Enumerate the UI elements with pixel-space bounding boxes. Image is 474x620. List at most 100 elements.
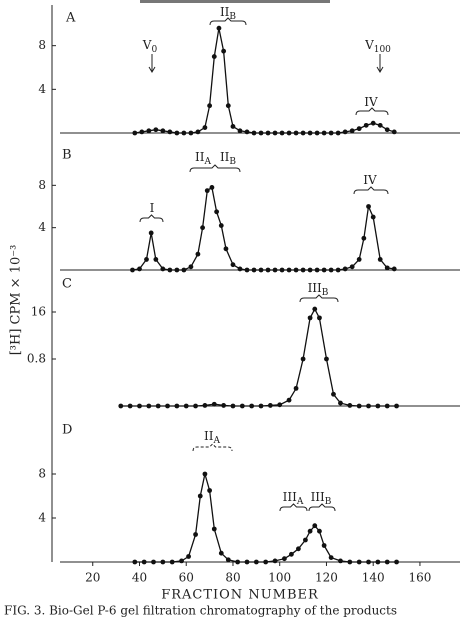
data-point [197, 493, 203, 499]
bracket [189, 164, 241, 173]
data-point [324, 356, 329, 362]
x-axis-label: FRACTION NUMBER [161, 588, 319, 603]
data-point [300, 267, 306, 273]
annotation-text: II [204, 429, 214, 443]
data-point [307, 130, 313, 136]
data-point [265, 267, 271, 273]
data-point [321, 130, 327, 136]
data-point [366, 559, 371, 565]
annotation-sub: 100 [374, 45, 391, 55]
data-point [237, 266, 243, 272]
data-point [366, 204, 371, 209]
data-line [134, 28, 395, 134]
data-point [307, 315, 313, 321]
data-point [293, 267, 299, 273]
data-line [134, 473, 397, 563]
data-point [174, 403, 180, 409]
data-point [335, 130, 341, 136]
data-point [377, 122, 383, 128]
data-point [244, 129, 250, 135]
data-point [179, 558, 184, 564]
data-point [281, 556, 287, 562]
panel-label: B [62, 148, 72, 163]
data-point [296, 546, 301, 552]
data-point [338, 400, 343, 406]
data-point [132, 559, 138, 565]
data-point [375, 403, 381, 409]
annotation: V0 [142, 38, 158, 55]
data-point [279, 267, 285, 273]
data-point [328, 267, 334, 273]
data-point [137, 266, 142, 272]
bracket [308, 503, 336, 512]
data-point [384, 559, 390, 565]
annotation-sub: B [325, 497, 332, 507]
annotation: IV [364, 95, 378, 109]
data-point [193, 403, 198, 409]
annotation: IIB [220, 5, 236, 22]
bracket [139, 214, 164, 223]
data-point [174, 130, 180, 136]
data-point [221, 48, 227, 54]
data-point [342, 266, 348, 272]
data-point [216, 25, 222, 31]
data-point [195, 129, 201, 135]
y-tick-label: 4 [38, 82, 46, 96]
data-point [200, 225, 205, 231]
data-point [356, 403, 362, 409]
data-point [209, 185, 215, 190]
data-point [202, 125, 208, 130]
data-point [253, 559, 259, 565]
data-point [188, 264, 194, 270]
data-point [272, 267, 278, 273]
caption: FIG. 3. Bio-Gel P-6 gel filtration chrom… [4, 604, 397, 618]
y-tick-label: 4 [38, 511, 46, 525]
y-tick-label: 0.8 [27, 352, 46, 366]
data-point [153, 127, 159, 133]
data-point [211, 526, 217, 532]
data-point [183, 403, 189, 409]
data-point [251, 267, 257, 273]
data-point [347, 403, 353, 408]
annotation: IIA [195, 150, 211, 167]
data-point [312, 306, 318, 312]
data-point [317, 315, 322, 321]
data-point [279, 130, 285, 136]
x-tick-label: 40 [132, 571, 147, 585]
data-line [132, 186, 395, 271]
y-tick-label: 16 [31, 305, 46, 319]
bracket [355, 107, 389, 116]
data-point [146, 128, 152, 134]
annotation-text: II [220, 150, 230, 164]
data-point [167, 129, 173, 135]
data-point [174, 267, 180, 273]
data-point [188, 130, 194, 136]
bracket [192, 443, 233, 452]
data-point [211, 54, 217, 59]
data-point [146, 403, 152, 409]
data-point [181, 267, 187, 273]
data-point [286, 267, 292, 273]
data-point [251, 130, 257, 136]
data-point [139, 129, 145, 135]
data-point [186, 554, 191, 559]
x-tick-label: 160 [408, 571, 431, 585]
data-point [165, 403, 170, 409]
data-point [331, 391, 336, 397]
data-point [244, 267, 250, 273]
annotation-sub: A [212, 436, 220, 446]
data-point [130, 267, 135, 273]
bracket [209, 17, 247, 26]
data-point [394, 403, 399, 409]
data-point [303, 537, 308, 543]
bracket [299, 294, 339, 303]
data-point [258, 403, 264, 409]
data-point [181, 130, 187, 136]
data-point [202, 471, 208, 477]
data-point [363, 122, 369, 128]
data-point [277, 402, 283, 408]
data-point [356, 559, 362, 565]
bracket [353, 186, 389, 195]
data-point [218, 550, 224, 556]
data-point [258, 130, 264, 136]
